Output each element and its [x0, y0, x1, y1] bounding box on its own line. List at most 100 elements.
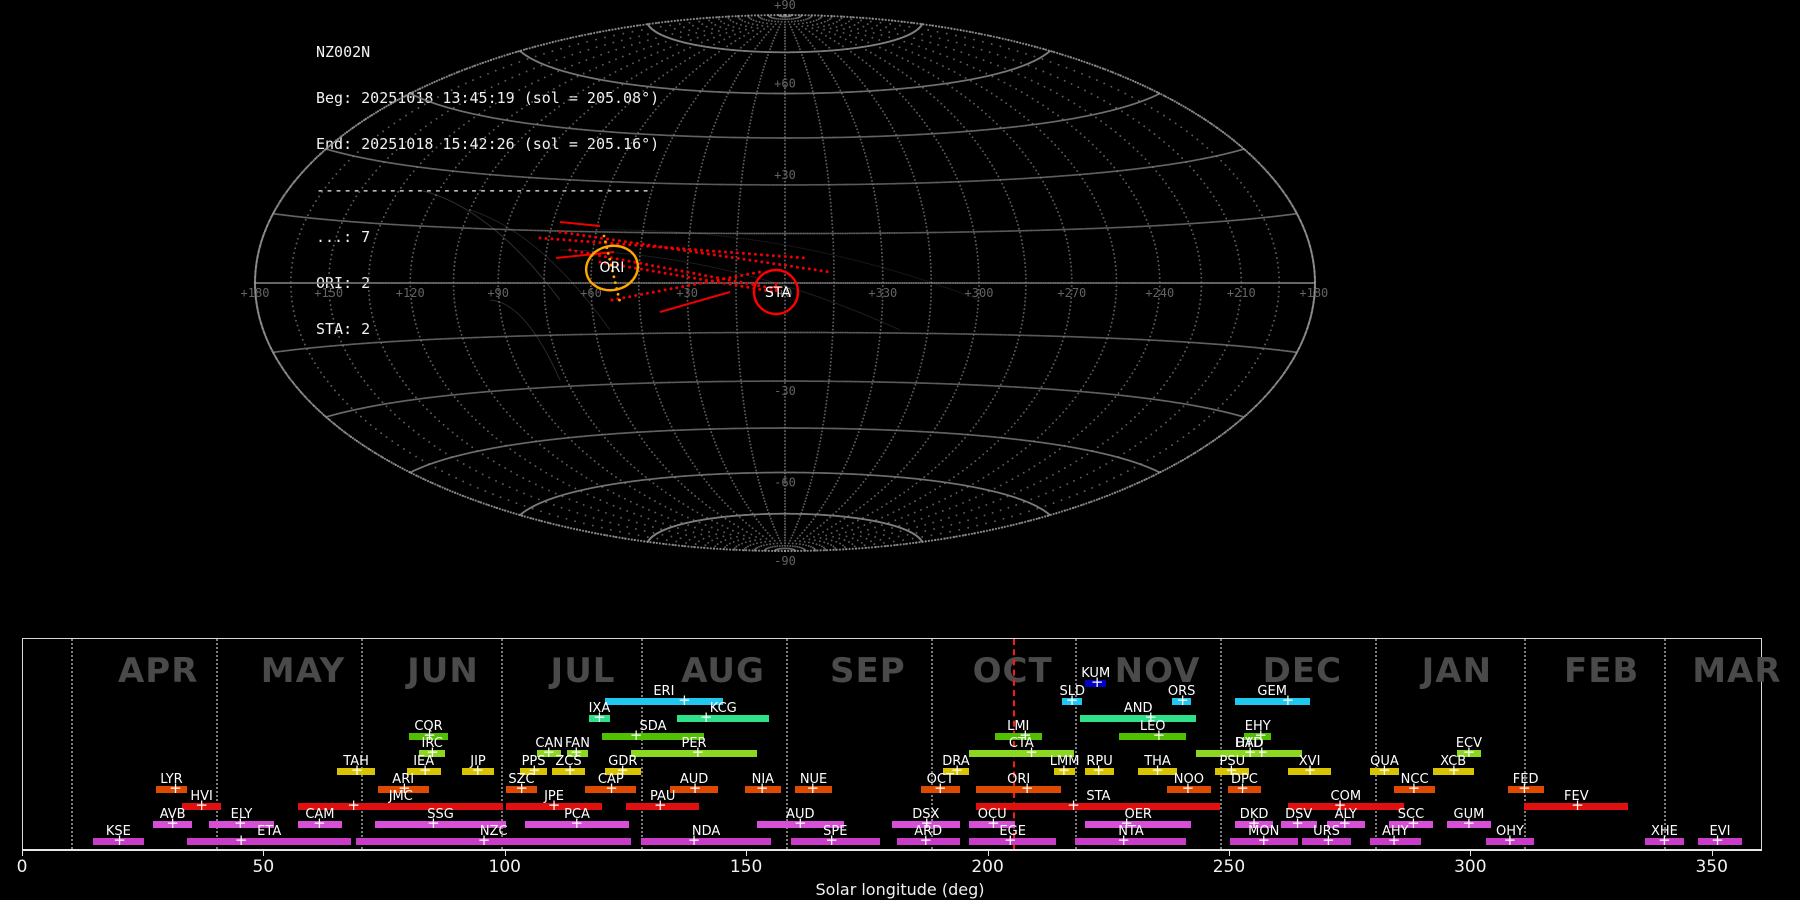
shower-activity-bar[interactable] — [1369, 768, 1399, 775]
shower-activity-bar[interactable] — [994, 732, 1042, 740]
shower-activity-bar[interactable] — [790, 838, 880, 846]
shower-activity-bar[interactable] — [1118, 732, 1187, 740]
shower-activity-bar[interactable] — [1053, 768, 1076, 775]
shower-activity-bar[interactable] — [298, 820, 342, 828]
shower-activity-bar[interactable] — [1432, 768, 1474, 775]
shower-label: PSU — [1219, 754, 1246, 769]
shower-activity-bar[interactable] — [182, 803, 221, 811]
shower-label: ALY — [1334, 806, 1357, 822]
shower-activity-bar[interactable] — [976, 803, 1221, 811]
shower-peak-marker: + — [350, 761, 364, 779]
shower-activity-bar[interactable] — [1227, 785, 1262, 793]
month-label: APR — [117, 651, 199, 691]
shower-activity-bar[interactable] — [1389, 820, 1433, 828]
shower-activity-bar[interactable] — [1485, 838, 1535, 846]
shower-activity-bar[interactable] — [1167, 785, 1211, 793]
shower-activity-bar[interactable] — [93, 838, 144, 846]
shower-activity-bar[interactable] — [375, 820, 506, 828]
shower-activity-bar[interactable] — [1244, 732, 1271, 740]
sky-lon-label: +330 — [868, 286, 897, 300]
shower-label: NDA — [691, 824, 721, 840]
shower-activity-bar[interactable] — [677, 715, 770, 723]
shower-activity-bar[interactable] — [1215, 768, 1250, 775]
shower-activity-bar[interactable] — [1447, 820, 1491, 828]
shower-label: ZCS — [555, 754, 582, 769]
shower-activity-bar[interactable] — [1524, 803, 1629, 811]
shower-label: NUE — [799, 771, 828, 787]
shower-activity-bar[interactable] — [298, 803, 504, 811]
shower-activity-bar[interactable] — [1369, 838, 1421, 846]
shower-activity-bar[interactable] — [1085, 768, 1115, 775]
shower-peak-marker: + — [1018, 725, 1032, 744]
shower-activity-bar[interactable] — [588, 715, 611, 723]
shower-activity-bar[interactable] — [505, 785, 538, 793]
shower-activity-bar[interactable] — [1062, 697, 1083, 705]
shower-activity-bar[interactable] — [640, 838, 772, 846]
shower-activity-bar[interactable] — [795, 785, 832, 793]
shower-peak-marker: + — [1447, 761, 1461, 779]
shower-label: STA — [1086, 789, 1111, 805]
shower-activity-bar[interactable] — [377, 785, 429, 793]
shower-activity-bar[interactable] — [1507, 785, 1544, 793]
shower-activity-bar[interactable] — [406, 768, 441, 775]
shower-activity-bar[interactable] — [505, 803, 603, 811]
shower-activity-bar[interactable] — [976, 785, 1061, 793]
shower-activity-bar[interactable] — [525, 820, 629, 828]
shower-activity-bar[interactable] — [1302, 838, 1351, 846]
shower-peak-marker: + — [825, 831, 838, 850]
shower-activity-bar[interactable] — [892, 820, 960, 828]
shower-peak-marker: + — [1247, 813, 1261, 832]
shower-activity-bar[interactable] — [1239, 750, 1259, 758]
shower-activity-bar[interactable] — [153, 820, 192, 828]
shower-activity-bar[interactable] — [602, 732, 704, 740]
shower-activity-bar[interactable] — [356, 838, 632, 846]
shower-activity-bar[interactable] — [1326, 820, 1366, 828]
shower-activity-bar[interactable] — [942, 768, 970, 775]
shower-activity-bar[interactable] — [1085, 680, 1107, 687]
shower-activity-bar[interactable] — [631, 750, 757, 758]
shower-label: FED — [1512, 771, 1539, 787]
shower-activity-bar[interactable] — [756, 820, 844, 828]
shower-activity-bar[interactable] — [551, 768, 586, 775]
shower-activity-bar[interactable] — [920, 785, 960, 793]
shower-activity-bar[interactable] — [409, 732, 448, 740]
month-divider — [1374, 639, 1377, 849]
shower-activity-bar[interactable] — [208, 820, 275, 828]
shower-activity-bar[interactable] — [1456, 750, 1481, 758]
shower-activity-bar[interactable] — [585, 785, 637, 793]
shower-activity-bar[interactable] — [1080, 715, 1197, 723]
shower-activity-bar[interactable] — [969, 750, 1074, 758]
shower-activity-bar[interactable] — [1287, 768, 1332, 775]
shower-label: QUA — [1370, 754, 1399, 769]
shower-activity-bar[interactable] — [1287, 803, 1404, 811]
shower-activity-bar[interactable] — [744, 785, 781, 793]
shower-activity-bar[interactable] — [1645, 838, 1684, 846]
shower-activity-bar[interactable] — [1394, 785, 1436, 793]
shower-peak-marker: + — [569, 743, 583, 762]
shower-activity-bar[interactable] — [1229, 838, 1298, 846]
shower-activity-bar[interactable] — [1234, 820, 1274, 828]
shower-activity-bar[interactable] — [1075, 838, 1187, 846]
shower-activity-bar[interactable] — [1085, 820, 1192, 828]
shower-activity-bar[interactable] — [604, 768, 641, 775]
shower-activity-bar[interactable] — [1234, 697, 1310, 705]
shower-activity-bar[interactable] — [1172, 697, 1192, 705]
shower-activity-bar[interactable] — [418, 750, 446, 758]
shower-activity-bar[interactable] — [336, 768, 376, 775]
shower-activity-bar[interactable] — [1280, 820, 1317, 828]
shower-activity-bar[interactable] — [462, 768, 494, 775]
shower-activity-bar[interactable] — [969, 838, 1057, 846]
shower-activity-bar[interactable] — [1138, 768, 1177, 775]
month-divider — [1524, 639, 1527, 849]
shower-activity-bar[interactable] — [969, 820, 1016, 828]
shower-activity-bar[interactable] — [520, 768, 547, 775]
shower-activity-bar[interactable] — [669, 785, 719, 793]
shower-activity-bar[interactable] — [1698, 838, 1742, 846]
shower-activity-bar[interactable] — [626, 803, 699, 811]
shower-activity-bar[interactable] — [537, 750, 562, 758]
shower-activity-bar[interactable] — [567, 750, 588, 758]
shower-activity-bar[interactable] — [187, 838, 352, 846]
shower-activity-bar[interactable] — [155, 785, 188, 793]
shower-activity-bar[interactable] — [896, 838, 960, 846]
shower-activity-bar[interactable] — [604, 697, 723, 705]
